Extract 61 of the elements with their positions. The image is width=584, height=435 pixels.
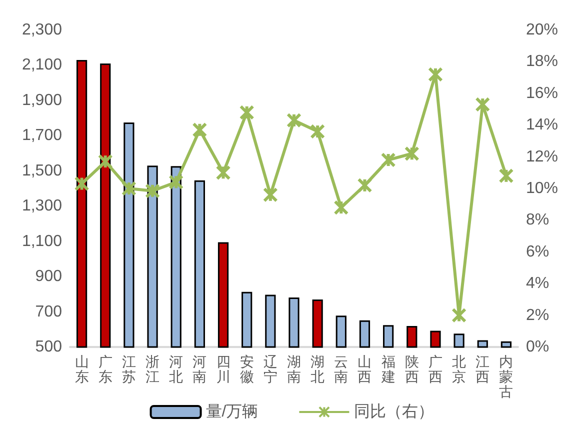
x-tick-label: 湖北 — [310, 354, 325, 386]
y-tick-label: 1,500 — [22, 162, 62, 180]
y2-tick-label: 0% — [526, 338, 550, 356]
point — [404, 146, 420, 162]
y2-tick-label: 16% — [526, 84, 558, 102]
point — [121, 181, 136, 196]
x-tick-label: 内蒙古 — [499, 354, 514, 400]
x-tick-label: 陕西 — [404, 354, 419, 386]
point — [192, 122, 208, 138]
point — [498, 168, 514, 184]
x-tick-label: 江西 — [476, 354, 490, 386]
x-tick-label: 安徽 — [240, 354, 254, 386]
point — [98, 154, 113, 170]
x-tick-label: 广西 — [428, 354, 442, 386]
point — [262, 187, 278, 202]
point — [239, 104, 254, 120]
point — [380, 152, 396, 168]
point — [357, 178, 372, 193]
point — [168, 174, 184, 190]
x-tick-label: 广东 — [98, 354, 112, 386]
point — [334, 200, 349, 216]
x-tick-label: 北京 — [452, 354, 466, 386]
y-tick-label: 1,100 — [22, 232, 62, 250]
y-tick-label: 2,100 — [22, 56, 62, 74]
point — [452, 308, 467, 323]
x-tick-label: 辽宁 — [263, 354, 278, 386]
y2-tick-label: 8% — [526, 212, 550, 229]
y-tick-label: 1,700 — [22, 127, 62, 144]
y2-tick-label: 2% — [526, 306, 550, 324]
y2-tick-label: 20% — [526, 22, 558, 38]
x-tick-label: 四川 — [216, 354, 230, 386]
x-tick-label: 河北 — [169, 354, 184, 386]
y-tick-label: 2,300 — [22, 22, 62, 38]
y2-tick-label: 4% — [526, 275, 550, 292]
x-tick-label: 湖南 — [287, 354, 301, 386]
y-tick-label: 1,300 — [22, 198, 62, 215]
y-tick-label: 1,900 — [22, 92, 62, 109]
y2-tick-label: 6% — [526, 243, 550, 260]
point — [475, 96, 490, 112]
point — [145, 183, 160, 198]
point — [428, 66, 443, 82]
x-tick-label: 江苏 — [122, 354, 136, 386]
point — [216, 165, 231, 180]
x-tick-label: 浙江 — [146, 354, 160, 386]
legend-label: 量/万辆 — [206, 404, 258, 420]
x-tick-label: 福建 — [380, 354, 396, 386]
x-tick-label: 山东 — [74, 354, 89, 386]
y-tick-label: 500 — [35, 338, 62, 356]
x-tick-label: 山西 — [358, 354, 372, 386]
y2-tick-label: 10% — [526, 180, 558, 197]
point — [74, 176, 90, 192]
y2-tick-label: 12% — [526, 148, 558, 166]
point — [310, 124, 326, 139]
y2-tick-label: 14% — [526, 116, 558, 134]
x-tick-label: 河南 — [192, 354, 207, 386]
x-tick-label: 云南 — [334, 354, 348, 386]
y2-tick-label: 18% — [526, 53, 558, 70]
point — [286, 112, 302, 128]
legend-label: 同比（右） — [354, 402, 434, 420]
y-tick-label: 700 — [35, 303, 62, 320]
y-tick-label: 900 — [35, 268, 62, 286]
